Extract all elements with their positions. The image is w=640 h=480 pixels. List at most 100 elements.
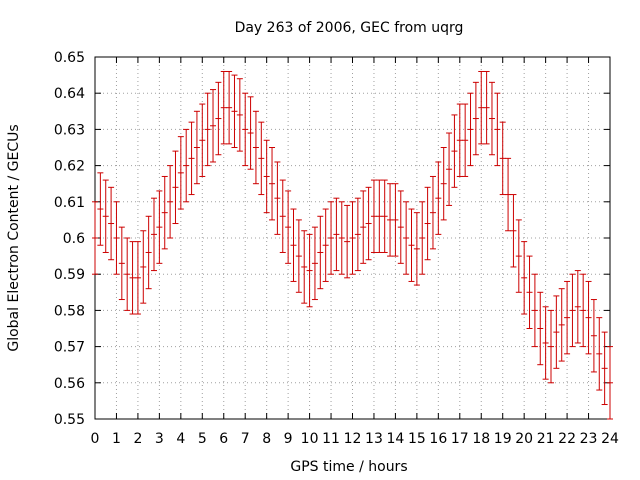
error-bar-point [483, 70, 490, 145]
error-bar-point [210, 89, 217, 163]
error-bar-point [301, 230, 308, 304]
error-bar-point [328, 201, 335, 275]
y-tick-label: 0.61 [54, 195, 85, 211]
error-bar-point [408, 208, 415, 282]
error-bar-point [220, 70, 227, 145]
error-bar-point [97, 172, 104, 246]
error-bar-point [129, 241, 136, 315]
x-tick-label: 12 [344, 431, 362, 447]
error-bar-point [177, 136, 184, 210]
x-tick-label: 20 [515, 431, 533, 447]
error-bar-point [167, 165, 174, 239]
error-bar-point [403, 201, 410, 275]
y-tick-label: 0.57 [54, 340, 85, 356]
error-bar-point [295, 219, 302, 293]
y-tick-label: 0.6 [63, 231, 85, 247]
error-bar-point [172, 150, 179, 225]
x-tick-label: 2 [133, 431, 142, 447]
error-bar-point [580, 273, 587, 348]
error-bar-point [113, 201, 120, 275]
y-tick-label: 0.56 [54, 376, 85, 392]
x-tick-label: 1 [112, 431, 121, 447]
grid-lines [95, 57, 610, 419]
error-bar-point [446, 132, 453, 206]
error-bar-point [505, 157, 512, 232]
error-bar-point [462, 103, 469, 177]
error-bar-point [258, 121, 265, 196]
error-bar-point [92, 201, 98, 275]
x-tick-label: 18 [472, 431, 490, 447]
error-bars [92, 70, 613, 420]
x-tick-label: 19 [494, 431, 512, 447]
error-bar-point [118, 226, 125, 301]
error-bar-point [274, 161, 281, 235]
error-bar-point [510, 194, 517, 268]
x-tick-labels: 0 1 2 3 4 5 6 7 8 9 10 11 12 13 14 15 16 17 18 19 20 21 22 23 24 [91, 431, 619, 447]
error-bar-point [419, 201, 426, 275]
error-bar-point [124, 237, 131, 311]
error-bar-point [365, 186, 372, 261]
error-bar-point [601, 331, 608, 406]
error-bar-point [607, 346, 613, 420]
error-bar-point [526, 255, 533, 329]
x-tick-label: 10 [301, 431, 319, 447]
error-bar-point [231, 74, 238, 148]
error-bar-point [156, 190, 163, 264]
x-tick-label: 17 [451, 431, 469, 447]
y-tick-label: 0.59 [54, 267, 85, 283]
error-bar-point [467, 92, 474, 167]
x-tick-label: 13 [365, 431, 383, 447]
error-bar-point [242, 92, 249, 167]
error-bar-point [290, 208, 297, 282]
error-bar-point [478, 70, 485, 145]
x-tick-label: 4 [176, 431, 185, 447]
error-bar-point [435, 161, 442, 235]
error-bar-point [140, 230, 147, 304]
error-bar-point [285, 190, 292, 264]
error-bar-point [193, 110, 200, 185]
x-tick-label: 9 [284, 431, 293, 447]
error-bar-point [306, 233, 313, 308]
error-bar-point [188, 121, 195, 196]
error-bar-point [424, 186, 431, 261]
y-tick-label: 0.64 [54, 86, 85, 102]
error-bar-point [317, 215, 324, 290]
error-bar-point [499, 121, 506, 196]
error-bar-point [333, 197, 340, 272]
error-bar-point [574, 270, 581, 344]
error-bar-point [553, 295, 560, 369]
error-bar-point [134, 241, 141, 315]
error-bar-point [199, 103, 206, 177]
error-bar-point [247, 96, 254, 170]
x-tick-label: 0 [91, 431, 100, 447]
error-bar-point [145, 215, 152, 290]
error-bar-point [215, 81, 222, 156]
error-bar-point [547, 309, 554, 384]
error-bar-point [531, 273, 538, 348]
y-tick-label: 0.58 [54, 303, 85, 319]
error-bar-point [542, 306, 549, 380]
error-bar-point [376, 179, 383, 253]
x-tick-label: 21 [537, 431, 555, 447]
error-bar-point [456, 103, 463, 177]
error-bar-point [558, 288, 565, 362]
x-tick-label: 15 [408, 431, 426, 447]
error-bar-point [344, 204, 351, 279]
error-bar-point [590, 299, 597, 373]
x-tick-label: 23 [580, 431, 598, 447]
error-bar-point [161, 175, 168, 250]
error-bar-point [488, 81, 495, 156]
y-tick-labels: 0.55 0.56 0.57 0.58 0.59 0.6 0.61 0.62 0.63 0.64 0… [54, 50, 85, 428]
error-bar-point [564, 280, 571, 355]
error-bar-point [537, 291, 544, 366]
x-axis-label: GPS time / hours [290, 459, 407, 475]
error-bar-point [360, 190, 367, 264]
error-bar-point [585, 280, 592, 355]
chart-title: Day 263 of 2006, GEC from uqrg [235, 20, 464, 36]
x-tick-label: 8 [262, 431, 271, 447]
error-bar-point [151, 197, 158, 272]
y-tick-label: 0.62 [54, 159, 85, 175]
error-bar-point [472, 81, 479, 156]
y-tick-label: 0.65 [54, 50, 85, 66]
